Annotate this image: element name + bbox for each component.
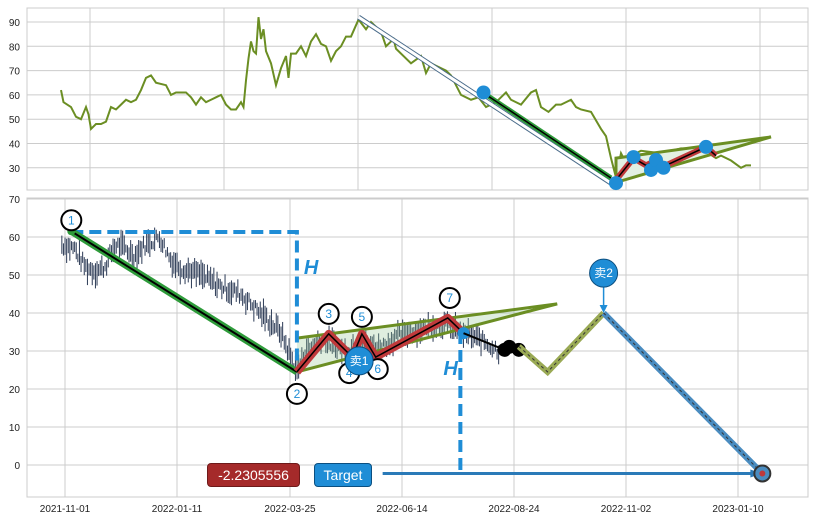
- target-endpoint-core: [759, 470, 766, 477]
- pattern-point-label: 2: [294, 387, 301, 401]
- top-y-tick-label: 50: [9, 115, 21, 126]
- bottom-x-tick-label: 2022-06-14: [376, 504, 428, 515]
- measure-box-dashed: [71, 230, 299, 372]
- bottom-y-tick-label: 30: [9, 347, 21, 358]
- pattern-point-label: 3: [325, 307, 332, 321]
- top-y-tick-label: 70: [9, 67, 21, 78]
- bottom-y-tick-label: 10: [9, 423, 21, 434]
- sell-marker-label: 卖1: [350, 354, 369, 368]
- top-price-line: [60, 17, 751, 178]
- top-y-tick-label: 60: [9, 91, 21, 102]
- pattern-point-marker: [285, 382, 308, 405]
- bottom-y-tick-label: 60: [9, 233, 21, 244]
- bottom-x-tick-label: 2023-01-10: [712, 504, 764, 515]
- zigzag-core: [296, 317, 465, 373]
- down-leg-core: [70, 230, 298, 373]
- top-plot-frame: [26, 7, 809, 191]
- top-y-tick-label: 80: [9, 42, 21, 53]
- black-tail: [463, 332, 505, 351]
- bottom-y-tick-label: 20: [9, 385, 21, 396]
- top-trend-core: [483, 92, 612, 179]
- bottom-x-tick-label: 2022-11-02: [601, 504, 652, 515]
- bottom-x-tick-label: 2021-11-01: [40, 504, 91, 515]
- top-dot: [609, 176, 623, 191]
- pattern-point-label: 7: [446, 291, 453, 305]
- bottom-y-tick-label: 70: [9, 195, 21, 206]
- pattern-point-label: 1: [68, 213, 75, 227]
- bottom-y-tick-label: 50: [9, 271, 21, 282]
- sell-marker: [344, 346, 374, 376]
- sell-marker-label: 卖2: [594, 266, 613, 280]
- top-y-tick-label: 40: [9, 140, 21, 151]
- top-arrow: [357, 15, 612, 185]
- measure-h-label: H: [304, 257, 319, 279]
- bottom-x-tick-label: 2022-03-25: [264, 504, 316, 515]
- pattern-point-marker: [350, 305, 373, 328]
- sell-marker: [589, 258, 619, 288]
- projection-olive-dash: [518, 312, 604, 373]
- target-badge: Target: [314, 463, 372, 487]
- bottom-x-tick-label: 2022-08-24: [488, 504, 540, 515]
- top-dot: [626, 150, 641, 165]
- measure-drop-h-label: H: [443, 358, 458, 380]
- triangle-lower-line: [296, 302, 558, 374]
- top-y-tick-label: 30: [9, 164, 21, 175]
- bottom-y-tick-label: 40: [9, 309, 21, 320]
- pattern-point-marker: [438, 286, 461, 309]
- bottom-y-tick-label: 0: [14, 461, 20, 472]
- pattern-point-label: 4: [346, 366, 353, 380]
- sell-arrowhead: [599, 305, 608, 313]
- bottom-x-tick-label: 2022-01-11: [152, 504, 203, 515]
- pattern-point-marker: [317, 302, 340, 325]
- triangle-upper-line: [296, 302, 558, 340]
- top-dot: [699, 139, 713, 154]
- top-dot: [476, 85, 491, 100]
- pattern-point-label: 6: [374, 362, 381, 376]
- pattern-point-marker: [60, 209, 83, 232]
- target-value-badge: -2.2305556: [207, 463, 300, 487]
- projection-blue-dash: [603, 312, 763, 474]
- top-y-tick-label: 90: [9, 18, 21, 29]
- pattern-point-label: 5: [359, 310, 366, 324]
- top-dot: [656, 160, 671, 175]
